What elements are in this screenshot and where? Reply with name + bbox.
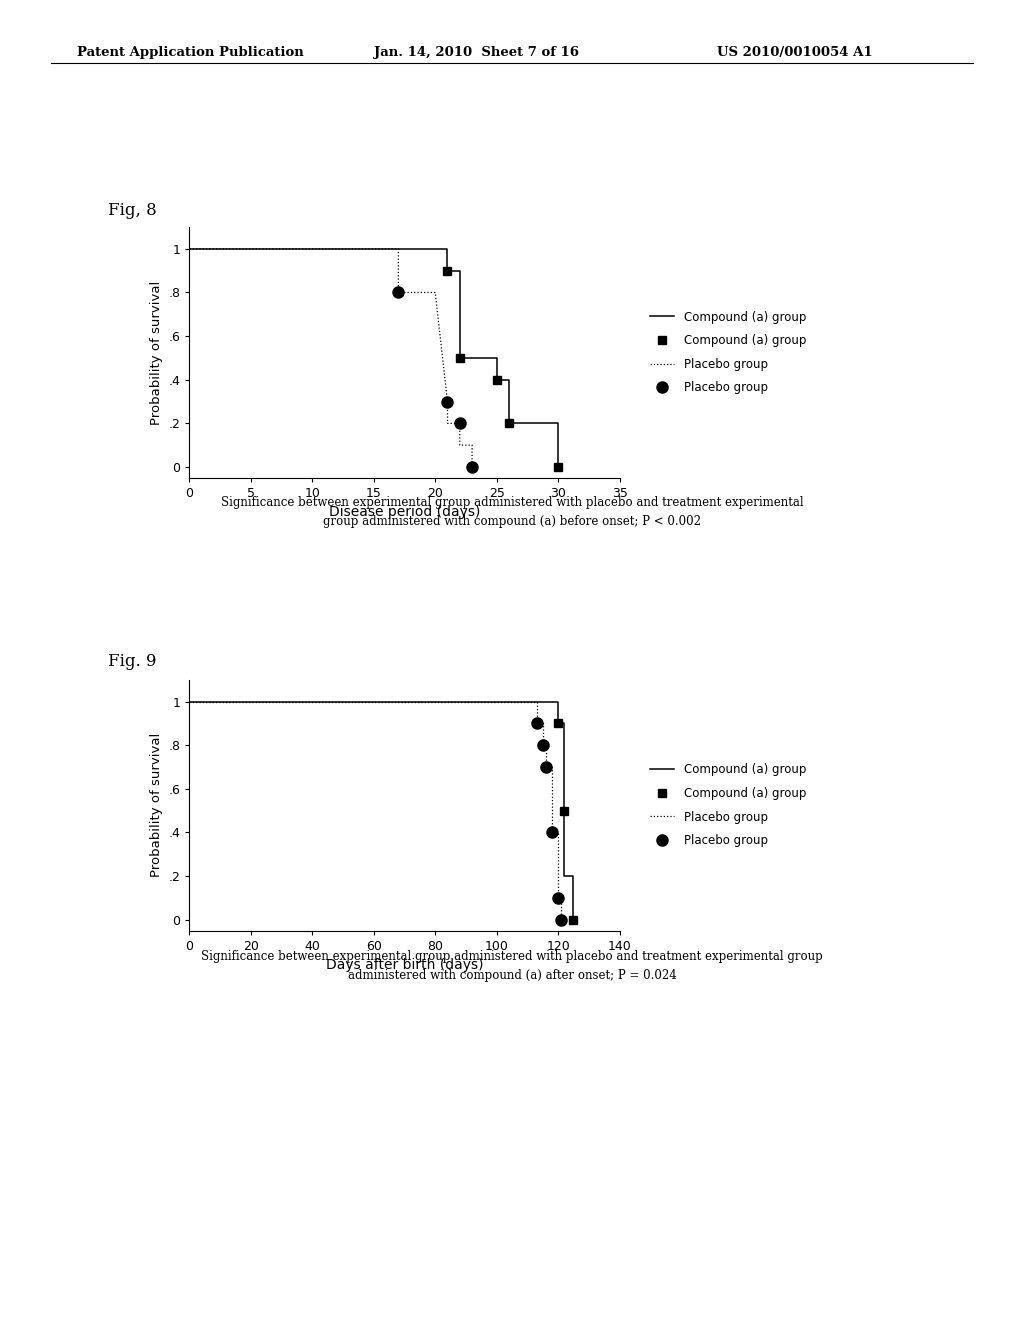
Text: group administered with compound (a) before onset; P < 0.002: group administered with compound (a) bef… — [323, 515, 701, 528]
Text: Significance between experimental group administered with placebo and treatment : Significance between experimental group … — [221, 496, 803, 510]
Text: Patent Application Publication: Patent Application Publication — [77, 46, 303, 59]
Y-axis label: Probability of survival: Probability of survival — [150, 280, 163, 425]
Text: administered with compound (a) after onset; P = 0.024: administered with compound (a) after ons… — [347, 969, 677, 982]
Legend: Compound (a) group, Compound (a) group, Placebo group, Placebo group: Compound (a) group, Compound (a) group, … — [647, 308, 809, 397]
Legend: Compound (a) group, Compound (a) group, Placebo group, Placebo group: Compound (a) group, Compound (a) group, … — [647, 760, 809, 850]
Text: US 2010/0010054 A1: US 2010/0010054 A1 — [717, 46, 872, 59]
Text: Significance between experimental group administered with placebo and treatment : Significance between experimental group … — [201, 950, 823, 964]
X-axis label: Days after birth (days): Days after birth (days) — [326, 958, 483, 973]
Text: Fig. 9: Fig. 9 — [108, 653, 156, 671]
Y-axis label: Probability of survival: Probability of survival — [150, 733, 163, 878]
Text: Jan. 14, 2010  Sheet 7 of 16: Jan. 14, 2010 Sheet 7 of 16 — [374, 46, 579, 59]
X-axis label: Disease period (days): Disease period (days) — [329, 506, 480, 520]
Text: Fig, 8: Fig, 8 — [108, 202, 157, 219]
